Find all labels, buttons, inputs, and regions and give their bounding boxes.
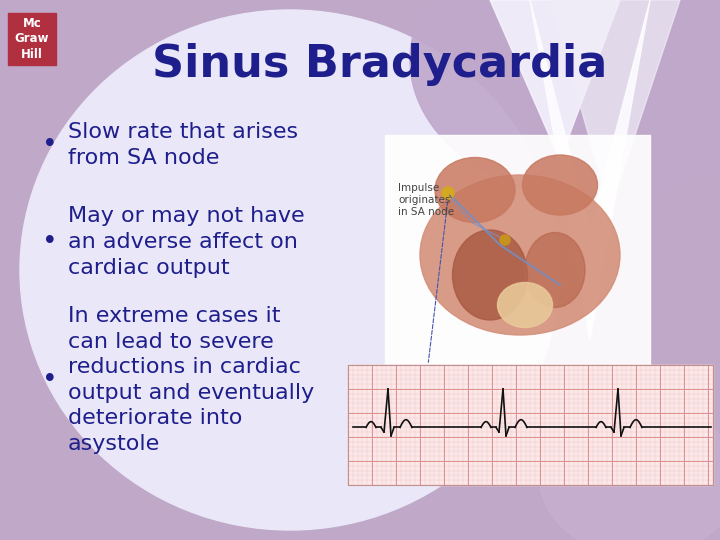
Text: •: •: [42, 132, 58, 158]
Ellipse shape: [452, 230, 528, 320]
Polygon shape: [550, 0, 680, 210]
Text: In extreme cases it
can lead to severe
reductions in cardiac
output and eventual: In extreme cases it can lead to severe r…: [68, 306, 314, 454]
Text: Slow rate that arises
from SA node: Slow rate that arises from SA node: [68, 122, 298, 168]
Ellipse shape: [540, 405, 720, 540]
Ellipse shape: [20, 10, 560, 530]
Bar: [385, 135, 650, 370]
Ellipse shape: [420, 175, 620, 335]
Text: May or may not have
an adverse affect on
cardiac output: May or may not have an adverse affect on…: [68, 206, 305, 278]
Ellipse shape: [498, 282, 552, 327]
Text: •: •: [42, 367, 58, 393]
Ellipse shape: [410, 0, 720, 200]
Bar: [348, 365, 713, 485]
Ellipse shape: [523, 155, 598, 215]
Polygon shape: [490, 0, 620, 160]
Bar: [348, 365, 713, 485]
Text: •: •: [42, 229, 58, 255]
Polygon shape: [530, 0, 650, 340]
Circle shape: [442, 187, 454, 199]
Text: Mc
Graw
Hill: Mc Graw Hill: [14, 17, 49, 61]
Text: Impulse
originates
in SA node: Impulse originates in SA node: [398, 183, 454, 218]
Text: Sinus Bradycardia: Sinus Bradycardia: [153, 44, 608, 86]
Ellipse shape: [525, 233, 585, 307]
Bar: [8, 13, 56, 65]
Circle shape: [500, 235, 510, 245]
Ellipse shape: [435, 158, 515, 222]
